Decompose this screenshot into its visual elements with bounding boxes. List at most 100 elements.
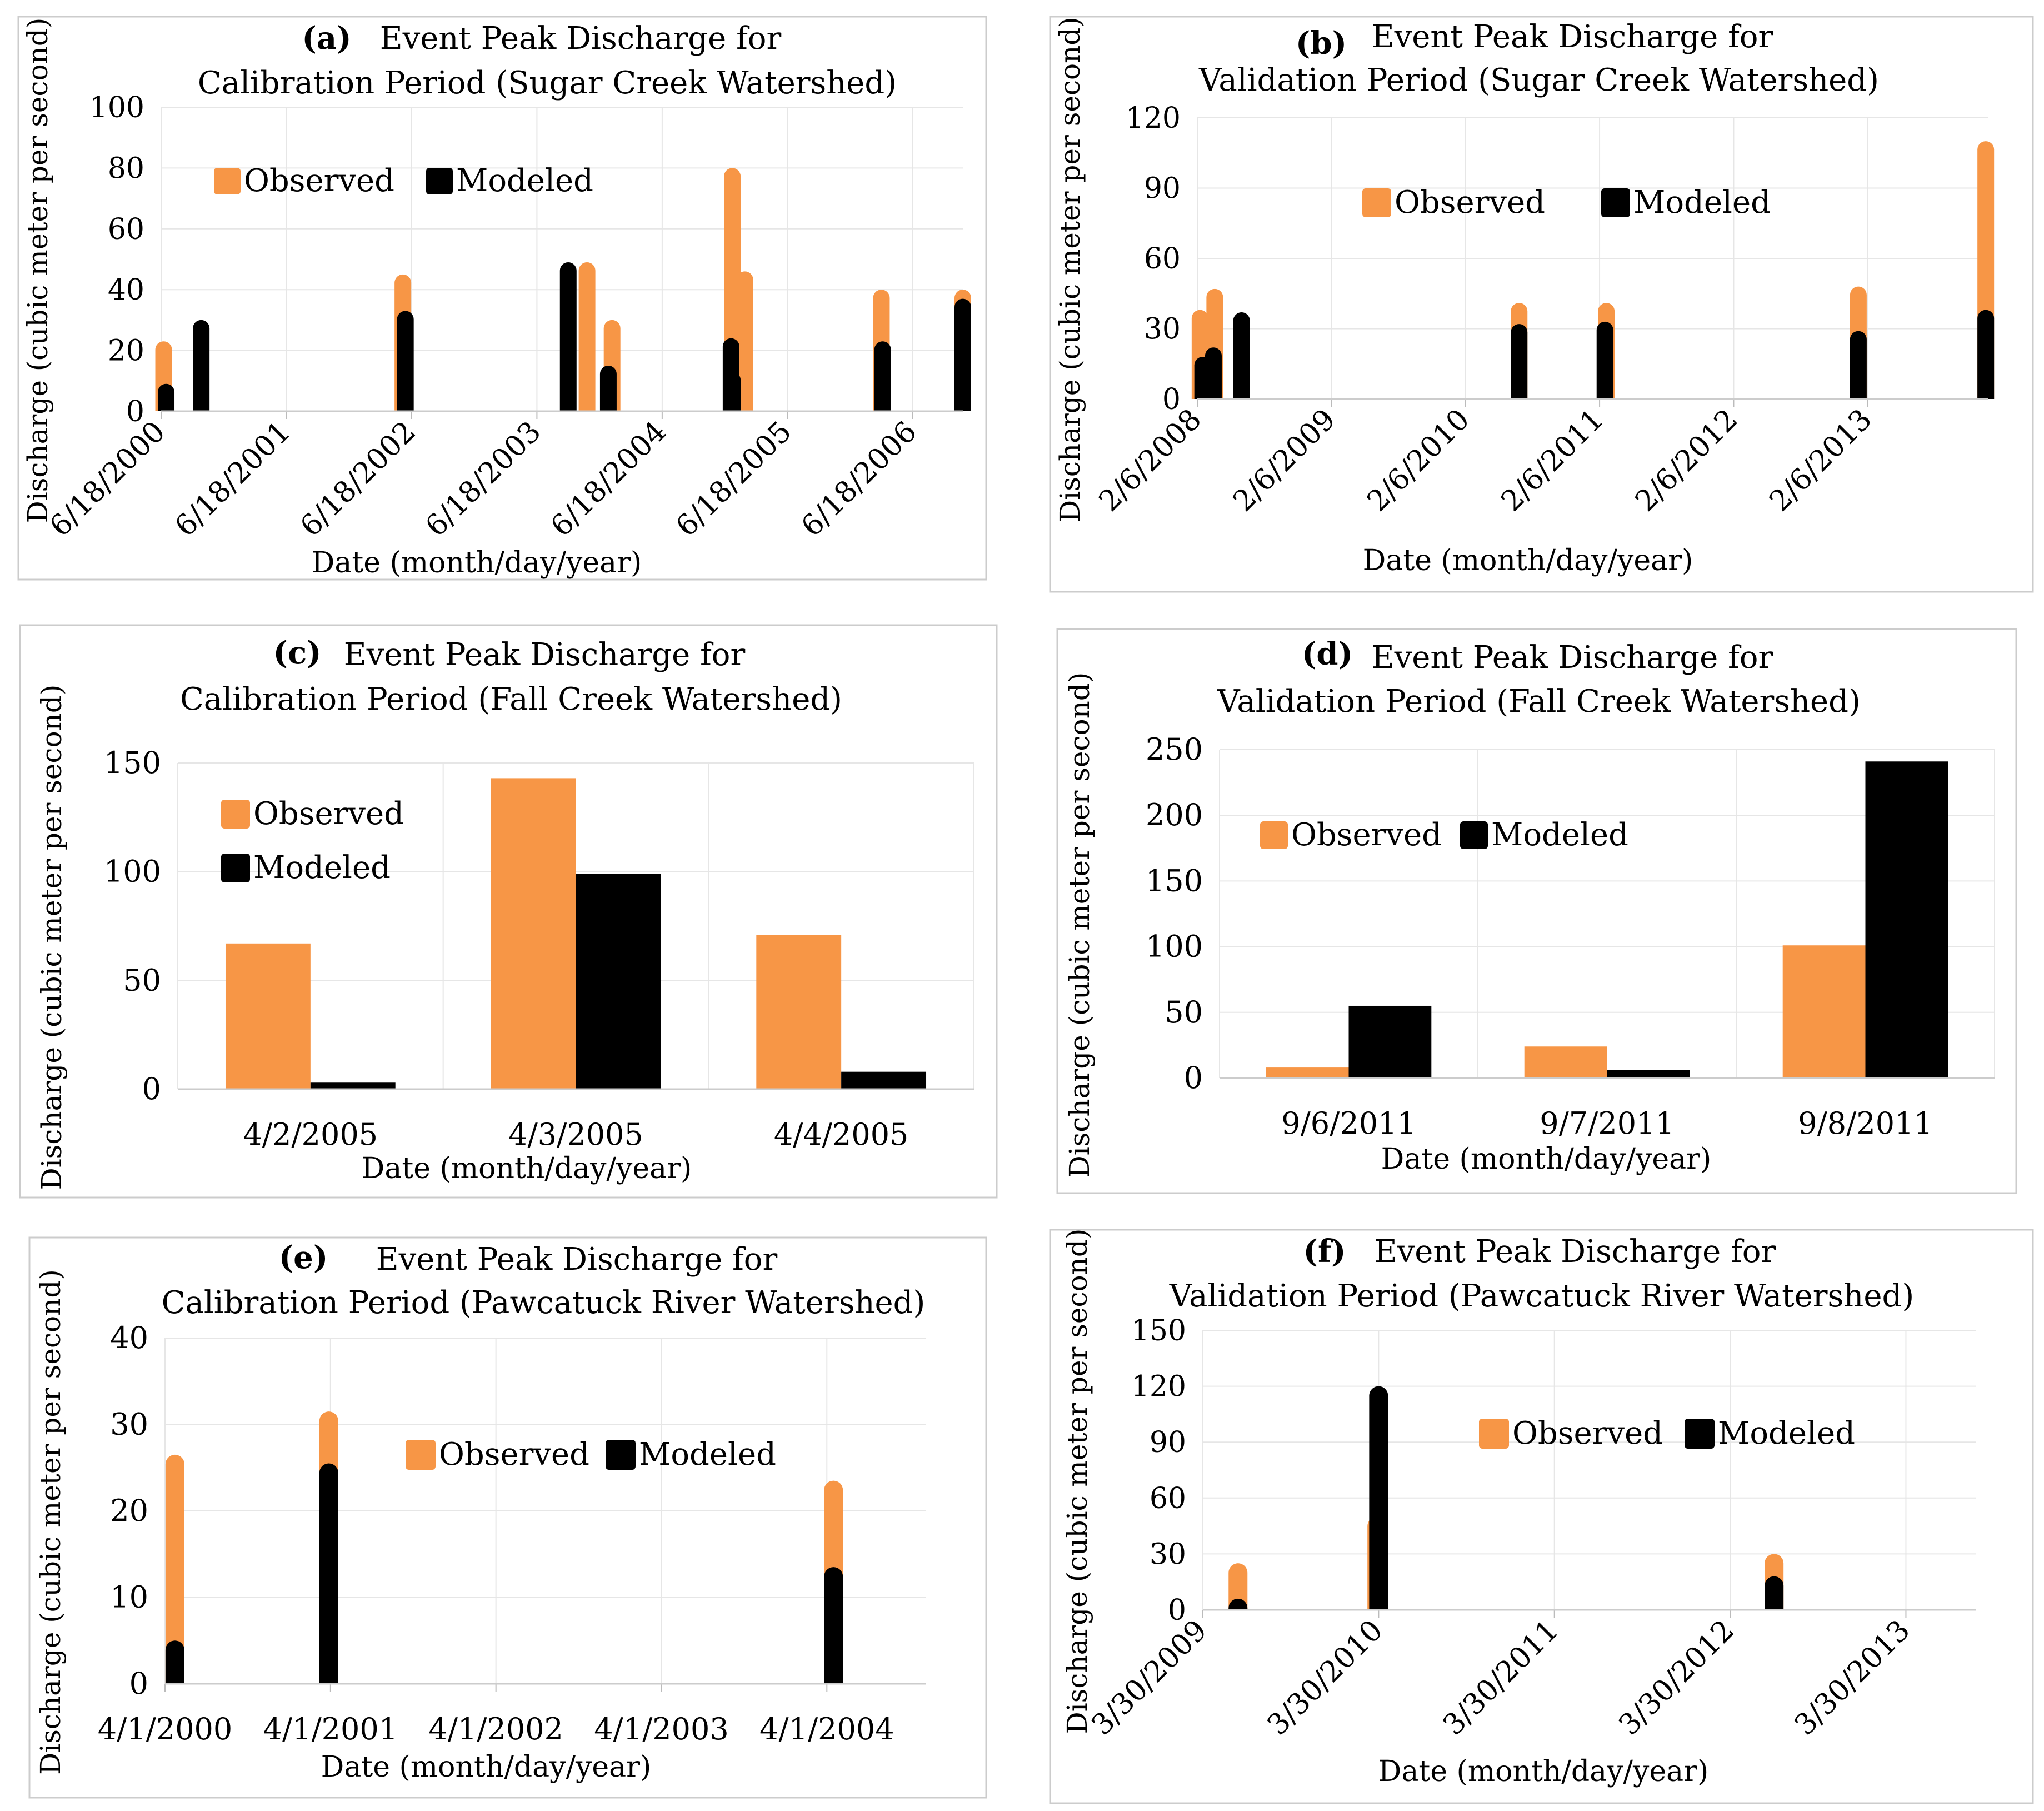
legend-observed-swatch	[221, 800, 250, 829]
chart-title-line2: Validation Period (Fall Creek Watershed)	[1217, 684, 1861, 720]
modeled-bar	[397, 311, 414, 411]
chart-title-line2: Calibration Period (Pawcatuck River Wate…	[162, 1285, 926, 1321]
y-tick-label: 150	[104, 745, 161, 780]
observed-bar	[225, 943, 311, 1089]
legend-modeled-swatch	[606, 1440, 636, 1470]
y-tick-label: 0	[142, 1071, 161, 1106]
legend-modeled-swatch	[426, 168, 453, 194]
panel-label: (e)	[279, 1239, 328, 1276]
modeled-bar	[559, 262, 577, 411]
chart-title-line2: Calibration Period (Fall Creek Watershed…	[180, 681, 842, 717]
panel-label: (a)	[302, 20, 351, 57]
observed-bar	[165, 1454, 184, 1684]
chart-frame-f	[1049, 1229, 2034, 1804]
legend-modeled-label: Modeled	[639, 1436, 776, 1473]
modeled-bar	[1348, 1005, 1432, 1078]
y-tick-label: 200	[1146, 797, 1203, 832]
y-tick-label: 0	[1168, 1594, 1186, 1627]
chart-frame-d	[1056, 628, 2017, 1194]
x-tick-label: 4/4/2005	[774, 1117, 909, 1152]
x-axis-label: Date (month/day/year)	[362, 1152, 692, 1185]
modeled-bar	[1765, 1576, 1784, 1610]
modeled-bar	[724, 371, 741, 411]
y-tick-label: 250	[1146, 732, 1203, 767]
legend-observed-swatch	[1362, 188, 1391, 217]
modeled-bar	[874, 341, 891, 411]
y-tick-label: 20	[110, 1493, 148, 1528]
chart-title-line2: Validation Period (Sugar Creek Watershed…	[1198, 62, 1879, 98]
chart-panel-a: 0204060801006/18/20006/18/20016/18/20026…	[17, 16, 987, 581]
chart-title-line1: Event Peak Discharge for	[376, 1241, 778, 1278]
y-tick-label: 40	[110, 1320, 148, 1355]
modeled-bar	[1850, 331, 1867, 399]
x-tick-label: 4/1/2002	[428, 1712, 563, 1747]
y-tick-label: 0	[129, 1666, 148, 1701]
y-axis-label: Discharge (cubic meter per second)	[1054, 17, 1086, 522]
panel-label: (c)	[273, 635, 321, 671]
x-axis-label: Date (month/day/year)	[1381, 1143, 1712, 1176]
modeled-bar	[1511, 324, 1528, 399]
y-tick-label: 120	[1131, 1370, 1186, 1404]
panel-label: (b)	[1296, 25, 1347, 62]
chart-panel-d: 0 50 100 150 200 250 9/6/2011 9/7/2011 9/8/2011 (…	[1056, 628, 2017, 1194]
chart-title-line1: Event Peak Discharge for	[380, 21, 782, 57]
x-tick-label: 9/6/2011	[1281, 1106, 1416, 1141]
modeled-bar	[599, 365, 617, 411]
legend-observed-label: Observed	[244, 163, 394, 199]
y-tick-label: 50	[1165, 995, 1203, 1030]
legend-modeled-label: Modeled	[1633, 184, 1771, 221]
chart-title-line1: Event Peak Discharge for	[1372, 640, 1773, 676]
modeled-bar	[1369, 1386, 1388, 1610]
legend-modeled-swatch	[221, 854, 250, 882]
x-tick-label: 4/2/2005	[243, 1117, 378, 1152]
y-tick-label: 100	[104, 854, 161, 889]
y-tick-label: 150	[1146, 863, 1203, 898]
y-tick-label: 30	[1150, 1538, 1186, 1571]
observed-bar	[1228, 1563, 1248, 1610]
modeled-bar	[1233, 312, 1250, 399]
x-axis-label: Date (month/day/year)	[1378, 1755, 1709, 1788]
legend-observed-label: Observed	[439, 1436, 589, 1473]
observed-bar	[491, 778, 576, 1089]
legend-observed-label: Observed	[1395, 184, 1545, 221]
y-tick-label: 100	[1146, 929, 1203, 964]
y-tick-label: 0	[1162, 383, 1181, 416]
modeled-bar	[1977, 310, 1995, 399]
y-tick-label: 50	[123, 962, 161, 997]
y-tick-label: 0	[1184, 1060, 1203, 1095]
y-tick-label: 120	[1126, 102, 1181, 135]
legend-modeled-label: Modeled	[253, 850, 391, 886]
chart-frame-a	[17, 16, 987, 581]
x-tick-label: 4/1/2003	[594, 1712, 729, 1747]
modeled-bar	[310, 1082, 396, 1089]
legend-modeled-label: Modeled	[456, 163, 593, 199]
modeled-bar	[1228, 1598, 1248, 1610]
modeled-bar	[165, 1640, 184, 1684]
y-tick-label: 150	[1131, 1314, 1186, 1348]
chart-title-line1: Event Peak Discharge for	[1372, 19, 1773, 55]
x-tick-label: 9/8/2011	[1798, 1106, 1933, 1141]
modeled-bar	[1607, 1070, 1690, 1078]
y-tick-label: 0	[126, 395, 144, 428]
legend-observed-label: Observed	[1512, 1415, 1663, 1451]
legend-observed-swatch	[214, 168, 241, 194]
legend-observed-swatch	[1260, 821, 1288, 849]
legend-observed-swatch	[1479, 1419, 1509, 1449]
panel-label: (d)	[1302, 636, 1353, 672]
x-tick-label: 9/7/2011	[1540, 1106, 1675, 1141]
y-axis-label: Discharge (cubic meter per second)	[36, 685, 68, 1190]
chart-title-line2: Validation Period (Pawcatuck River Water…	[1169, 1278, 1914, 1314]
chart-title-line1: Event Peak Discharge for	[1375, 1234, 1776, 1270]
modeled-bar	[576, 874, 661, 1089]
y-axis-label: Discharge (cubic meter per second)	[1061, 1229, 1093, 1734]
legend-modeled-swatch	[1685, 1419, 1715, 1449]
y-tick-label: 90	[1144, 172, 1181, 206]
observed-bar	[756, 935, 842, 1089]
x-axis-label: Date (month/day/year)	[1363, 544, 1693, 577]
chart-panel-e: 0 10 20 30 40 4/1/2000 4/1/2001 4/1/2002 4/1/200…	[28, 1236, 987, 1799]
chart-title-line1: Event Peak Discharge for	[344, 637, 746, 673]
y-tick-label: 100	[89, 91, 144, 124]
